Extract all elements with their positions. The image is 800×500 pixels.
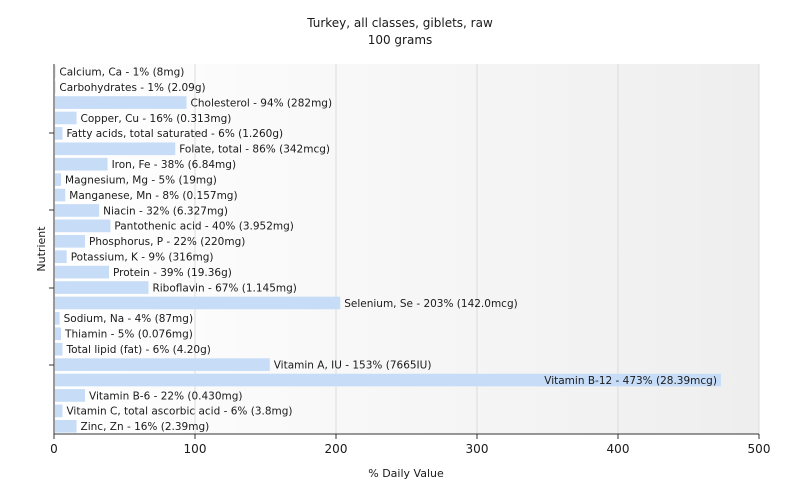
bar-label: Folate, total - 86% (342mcg) [179, 144, 330, 156]
bar-label: Zinc, Zn - 16% (2.39mg) [81, 421, 210, 433]
bar [55, 65, 56, 79]
gridlines [194, 64, 760, 434]
bar-label: Pantothenic acid - 40% (3.952mg) [114, 221, 293, 233]
bar-label: Iron, Fe - 38% (6.84mg) [112, 159, 236, 171]
bar-label: Fatty acids, total saturated - 6% (1.260… [66, 128, 283, 140]
axes: 0 100 200 300 400 500 [49, 64, 770, 456]
bar-label: Copper, Cu - 16% (0.313mg) [81, 113, 232, 125]
bar-series: Calcium, Ca - 1% (8mg) Carbohydrates - 1%… [55, 65, 721, 433]
bar [55, 296, 341, 310]
bar [55, 389, 86, 402]
bar [55, 373, 721, 387]
bar [55, 358, 270, 371]
x-tick-label: 400 [607, 442, 630, 456]
y-axis-title: Nutrient [35, 226, 48, 272]
bar [55, 234, 86, 248]
x-tick-label: 100 [184, 442, 207, 456]
bar [55, 327, 62, 341]
bar-label: Riboflavin - 67% (1.145mg) [152, 282, 296, 294]
chart-subtitle: 100 grams [368, 33, 433, 47]
bar [55, 281, 149, 294]
bar [55, 312, 60, 325]
bar-label: Niacin - 32% (6.327mg) [103, 205, 228, 217]
bar-label: Protein - 39% (19.36g) [113, 267, 232, 279]
bar [55, 142, 176, 156]
bar-label: Potassium, K - 9% (316mg) [71, 252, 214, 264]
bar-label: Carbohydrates - 1% (2.09g) [59, 82, 205, 94]
bar-label: Selenium, Se - 203% (142.0mcg) [344, 298, 517, 310]
bar [55, 250, 67, 264]
bar-label: Sodium, Na - 4% (87mg) [64, 313, 193, 325]
bar [55, 80, 56, 94]
bar-label: Vitamin C, total ascorbic acid - 6% (3.8… [66, 406, 292, 418]
plot-background [54, 64, 759, 434]
bar [55, 96, 187, 109]
bar [55, 173, 62, 186]
bar-label: Vitamin B-6 - 22% (0.430mg) [89, 390, 243, 402]
bar [55, 419, 77, 433]
bar-label: Manganese, Mn - 8% (0.157mg) [69, 190, 237, 202]
bar [55, 342, 63, 356]
bar [55, 188, 66, 202]
bar-label: Cholesterol - 94% (282mg) [191, 97, 333, 109]
bar [55, 111, 77, 125]
bar [55, 219, 111, 233]
bar [55, 265, 109, 279]
bar-label: Calcium, Ca - 1% (8mg) [59, 67, 184, 79]
bar-label: Vitamin A, IU - 153% (7665IU) [274, 359, 432, 371]
x-tick-label: 300 [466, 442, 489, 456]
bar-label: Total lipid (fat) - 6% (4.20g) [65, 344, 210, 356]
bar-label: Vitamin B-12 - 473% (28.39mcg) [544, 375, 717, 387]
x-tick-label: 500 [748, 442, 771, 456]
x-axis-title: % Daily Value [368, 467, 444, 480]
x-tick-label: 0 [50, 442, 58, 456]
bar [55, 127, 63, 140]
bar-label: Phosphorus, P - 22% (220mg) [89, 236, 245, 248]
bar [55, 204, 100, 217]
bar [55, 404, 63, 418]
bar-label: Magnesium, Mg - 5% (19mg) [65, 174, 217, 186]
bar [55, 157, 108, 171]
bar-label: Thiamin - 5% (0.076mg) [64, 329, 193, 341]
chart-title: Turkey, all classes, giblets, raw [306, 16, 493, 30]
x-tick-label: 200 [325, 442, 348, 456]
